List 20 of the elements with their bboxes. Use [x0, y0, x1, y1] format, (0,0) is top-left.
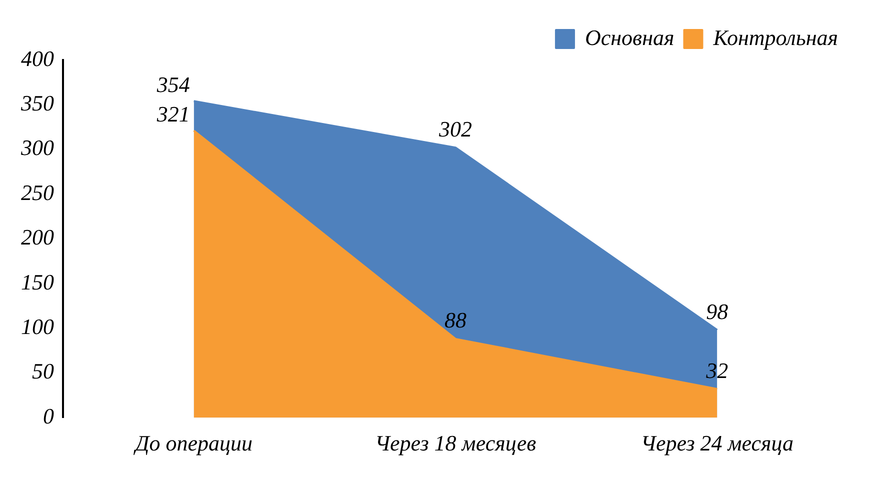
y-tick-label: 100	[21, 314, 54, 339]
data-label: 98	[706, 298, 728, 324]
legend-label: Основная	[584, 24, 674, 50]
data-label: 302	[438, 116, 472, 142]
y-tick-label: 150	[21, 269, 54, 294]
x-tick-label: Через 24 месяца	[640, 430, 794, 456]
y-tick-label: 300	[20, 135, 54, 160]
y-tick-label: 0	[43, 403, 54, 428]
x-tick-label: Через 18 месяцев	[374, 430, 537, 456]
y-tick-label: 50	[32, 358, 54, 384]
data-label: 321	[156, 101, 190, 126]
data-label: 88	[444, 308, 466, 333]
x-tick-label: До операции	[133, 430, 252, 456]
y-tick-label: 250	[21, 180, 54, 205]
y-tick-label: 350	[20, 90, 54, 116]
y-tick-label: 400	[21, 46, 54, 71]
data-label: 32	[705, 358, 728, 383]
data-label: 354	[156, 72, 190, 97]
legend-label: Контрольная	[712, 24, 838, 50]
y-tick-label: 200	[21, 224, 54, 250]
